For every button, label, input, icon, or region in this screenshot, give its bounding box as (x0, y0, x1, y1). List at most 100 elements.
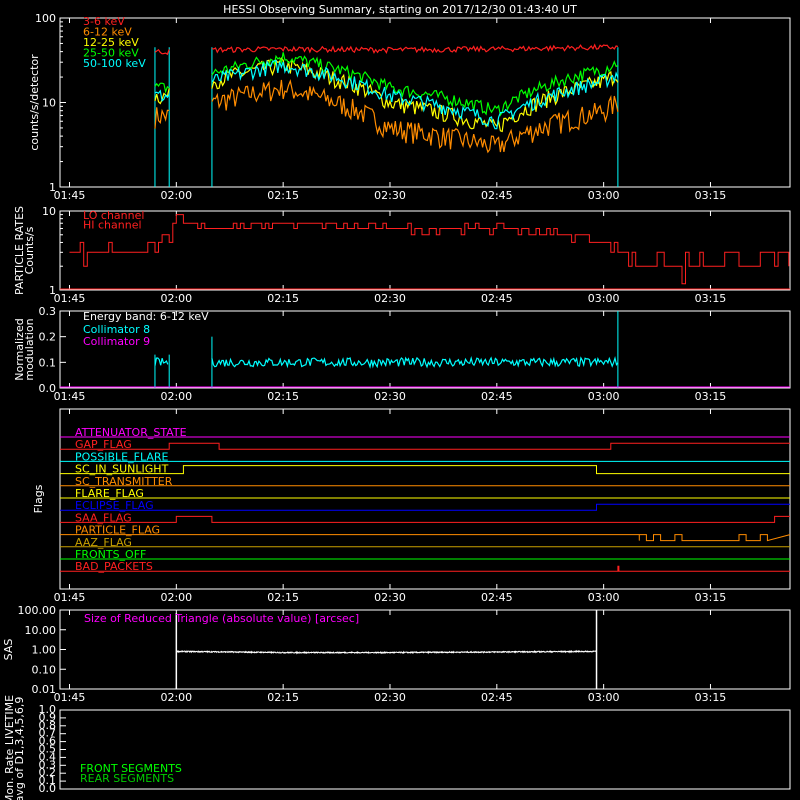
flags-label-8: PARTICLE_FLAG (75, 524, 160, 537)
flags-line-6 (60, 503, 790, 511)
flags-xtick-label-3: 02:30 (374, 591, 406, 604)
livetime-ytick-label-0: 0.0 (39, 782, 57, 795)
flags-line-1 (60, 442, 790, 450)
count-rates-xtick-label-6: 03:15 (695, 189, 727, 202)
flags-line-8 (60, 534, 791, 542)
livetime-ytick-label-3: 0.3 (39, 758, 57, 771)
sas-xtick-label-1: 02:00 (160, 691, 192, 704)
count-rates-ytick-label-2: 100 (35, 12, 56, 25)
flags-line-11 (60, 565, 790, 572)
particle-rates-xtick-label-2: 02:15 (267, 292, 299, 305)
count-rates-xtick-label-5: 03:00 (588, 189, 620, 202)
modulation-ylabel-1: modulation (23, 318, 36, 380)
flags-line-7 (60, 515, 790, 523)
particle-rates-legend-1: HI channel (83, 219, 142, 232)
count-rates-xtick-label-1: 02:00 (160, 189, 192, 202)
flags-label-3: SC_IN_SUNLIGHT (75, 463, 169, 476)
flags-ylabel-0: Flags (32, 484, 45, 513)
livetime-ytick-label-1: 0.1 (39, 774, 57, 787)
particle-rates-ylabel-0: PARTICLE RATES (13, 206, 26, 295)
flags-xtick-label-5: 03:00 (588, 591, 620, 604)
flags-xtick-label-0: 01:45 (54, 591, 86, 604)
flags-label-1: GAP_FLAG (75, 438, 132, 451)
modulation-ytick-label-0: 0.0 (39, 382, 57, 395)
particle-rates-xtick-label-6: 03:15 (695, 292, 727, 305)
modulation-xtick-label-4: 02:45 (481, 390, 513, 403)
livetime-legend-0: FRONT SEGMENTS (80, 762, 182, 775)
particle-rates-series-0 (69, 214, 790, 285)
particle-rates-frame (59, 210, 791, 291)
count-rates-xtick-label-2: 02:15 (267, 189, 299, 202)
flags-label-9: AAZ_FLAG (75, 536, 132, 549)
count-rates-series-3 (154, 52, 619, 117)
sas-xtick-label-6: 03:15 (695, 691, 727, 704)
count-rates-ytick-label-1: 10 (42, 97, 56, 110)
flags-label-11: BAD_PACKETS (75, 560, 153, 573)
modulation-ytick-label-2: 0.2 (39, 331, 57, 344)
modulation-xtick-label-2: 02:15 (267, 390, 299, 403)
flags-label-4: SC_TRANSMITTER (75, 475, 173, 488)
sas-xtick-label-3: 02:30 (374, 691, 406, 704)
count-rates-xtick-label-4: 02:45 (481, 189, 513, 202)
flags-frame (59, 408, 791, 590)
sas-xtick-label-5: 03:00 (588, 691, 620, 704)
modulation-legend-1: Collimator 9 (83, 335, 150, 348)
livetime-ytick-label-5: 0.5 (39, 743, 57, 756)
flags-xtick-label-2: 02:15 (267, 591, 299, 604)
sas-annotation: Size of Reduced Triangle (absolute value… (84, 612, 359, 625)
count-rates-legend-2: 12-25 keV (83, 36, 139, 49)
modulation-ytick-label-3: 0.3 (39, 305, 57, 318)
figure-title: HESSI Observing Summary, starting on 201… (223, 3, 577, 16)
livetime-ytick-label-7: 0.7 (39, 727, 57, 740)
sas-ylabel-0: SAS (2, 639, 15, 661)
flags-label-7: SAA_FLAG (75, 511, 132, 524)
livetime-ytick-label-10: 1.0 (39, 703, 57, 716)
sas-ytick-label-2: 1.00 (32, 644, 57, 657)
particle-rates-ytick-label-1: 10 (42, 205, 56, 218)
modulation-xtick-label-5: 03:00 (588, 390, 620, 403)
particle-rates-legend-0: LO channel (83, 209, 144, 222)
particle-rates-xtick-label-1: 02:00 (160, 292, 192, 305)
flags-label-2: POSSIBLE_FLARE (75, 450, 169, 463)
modulation-xtick-label-0: 01:45 (54, 390, 86, 403)
livetime-ytick-label-6: 0.6 (39, 735, 57, 748)
sas-xtick-label-0: 01:45 (54, 691, 86, 704)
count-rates-ytick-label-0: 1 (49, 181, 56, 194)
flags-xtick-label-1: 02:00 (160, 591, 192, 604)
sas-xtick-label-4: 02:45 (481, 691, 513, 704)
modulation-legend-0: Collimator 8 (83, 323, 150, 336)
modulation-frame (59, 310, 791, 389)
flags-label-0: ATTENUATOR_STATE (75, 426, 187, 439)
modulation-xtick-label-1: 02:00 (160, 390, 192, 403)
flags-label-6: ECLIPSE_FLAG (75, 499, 154, 512)
sas-ytick-label-1: 0.10 (32, 663, 57, 676)
modulation-xtick-label-6: 03:15 (695, 390, 727, 403)
livetime-ytick-label-8: 0.8 (39, 719, 57, 732)
count-rates-series-1 (154, 78, 619, 154)
sas-xtick-label-2: 02:15 (267, 691, 299, 704)
count-rates-series-0 (154, 43, 619, 56)
particle-rates-ytick-label-0: 1 (49, 284, 56, 297)
sas-series-0 (175, 649, 597, 655)
livetime-legend-1: REAR SEGMENTS (80, 772, 174, 785)
count-rates-xtick-label-0: 01:45 (54, 189, 86, 202)
modulation-ylabel-0: Normalized (13, 318, 26, 380)
livetime-ylabel-1: avg of D1,3,4,5,6,9 (13, 697, 26, 800)
modulation-ytick-label-1: 0.1 (39, 356, 57, 369)
count-rates-legend-3: 25-50 keV (83, 47, 139, 60)
flags-label-5: FLARE_FLAG (75, 487, 144, 500)
flags-line-3 (60, 465, 790, 475)
livetime-ylabel-0: Mon. Rate LIVETIME (3, 695, 16, 800)
particle-rates-xtick-label-4: 02:45 (481, 292, 513, 305)
modulation-annotation: Energy band: 6-12 keV (83, 310, 209, 323)
livetime-ytick-label-9: 0.9 (39, 711, 57, 724)
sas-ytick-label-0: 0.01 (32, 683, 57, 696)
count-rates-legend-4: 50-100 keV (83, 57, 146, 70)
livetime-ytick-label-4: 0.4 (39, 750, 57, 763)
modulation-series-0 (154, 355, 619, 369)
flags-xtick-label-4: 02:45 (481, 591, 513, 604)
count-rates-legend-0: 3-6 keV (83, 15, 125, 28)
sas-ytick-label-3: 10.00 (25, 624, 57, 637)
count-rates-series-4 (154, 59, 619, 130)
